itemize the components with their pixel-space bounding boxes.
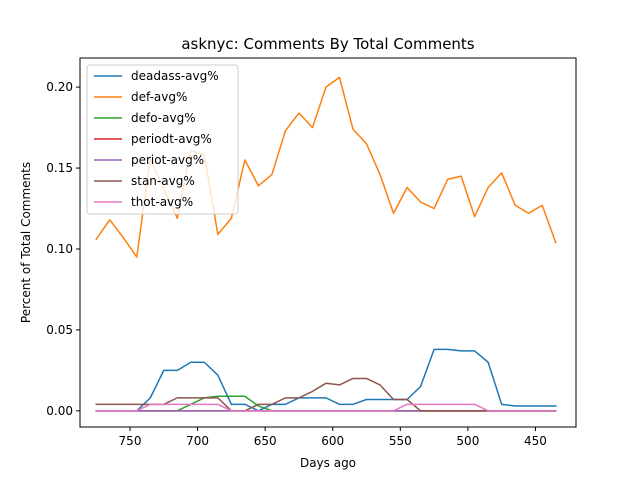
legend: deadass-avg% def-avg% defo-avg% periodt-avg… [86,64,239,215]
plot-frame [79,57,577,428]
x-tick-label: 750 [119,434,142,448]
legend-box [86,64,239,215]
x-tick-label: 700 [186,434,209,448]
chart-title: asknyc: Comments By Total Comments [181,35,474,53]
x-tick-label: 450 [524,434,547,448]
series-line-deadass-avg [95,348,557,412]
legend-label: periot-avg% [131,153,204,167]
y-tick-label: 0.20 [46,80,73,94]
y-tick-label: 0.15 [46,161,73,175]
series-line-thot-avg [95,403,557,412]
x-tick-label: 500 [456,434,479,448]
legend-label: deadass-avg% [131,69,219,83]
y-axis-title: Percent of Total Comments [19,162,33,323]
series-layer [95,76,557,412]
y-tick-label: 0.00 [46,404,73,418]
legend-label: stan-avg% [131,174,195,188]
legend-label: defo-avg% [131,111,196,125]
y-axis: 0.00 0.05 0.10 0.15 0.20 [46,80,80,418]
x-axis: 750 700 650 600 550 500 450 [119,427,547,448]
x-tick-label: 600 [321,434,344,448]
x-tick-label: 550 [389,434,412,448]
x-tick-label: 650 [254,434,277,448]
x-axis-title: Days ago [300,456,356,470]
y-tick-label: 0.10 [46,242,73,256]
legend-label: thot-avg% [131,195,193,209]
y-tick-label: 0.05 [46,323,73,337]
legend-label: periodt-avg% [131,132,212,146]
series-line-stan-avg [95,377,557,412]
legend-label: def-avg% [131,90,187,104]
